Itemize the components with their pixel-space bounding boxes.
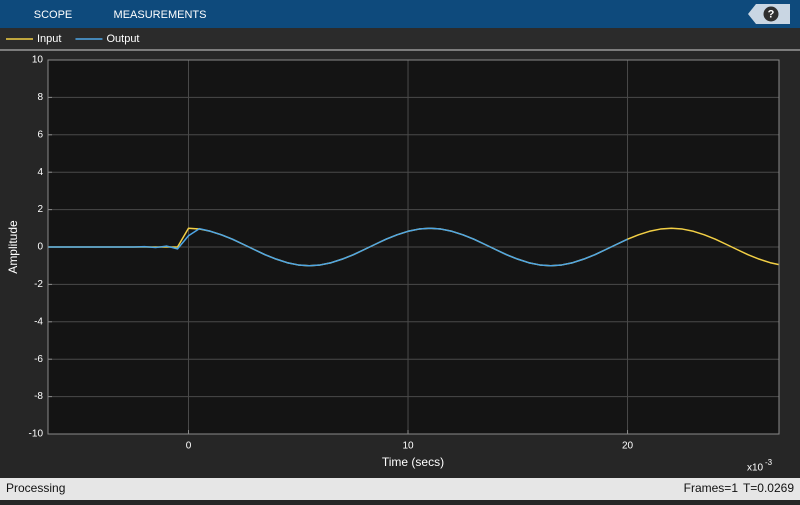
status-frames: Frames=1: [684, 481, 739, 495]
plot-frame: [47, 59, 780, 435]
y-tick-label: 0: [37, 242, 43, 253]
status-bar: [0, 478, 800, 500]
y-tick-label: 8: [37, 92, 43, 103]
x-tick-label: 20: [622, 441, 634, 452]
x-tick-label: 0: [186, 441, 192, 452]
legend-bar: [0, 28, 800, 50]
y-tick-label: -6: [34, 354, 43, 365]
legend-label: Output: [106, 33, 139, 45]
y-tick-label: 10: [32, 55, 44, 66]
status-time: T=0.0269: [743, 481, 794, 495]
toolbar: [0, 0, 800, 28]
tab[interactable]: MEASUREMENTS: [114, 9, 207, 21]
x-tick-label: 10: [402, 441, 414, 452]
y-tick-label: 6: [37, 129, 43, 140]
y-tick-label: -2: [34, 279, 43, 290]
y-tick-label: 2: [37, 204, 43, 215]
help-button[interactable]: [763, 6, 779, 22]
tab[interactable]: SCOPE: [34, 9, 73, 21]
x-exponent-base: x10: [747, 463, 764, 474]
help-icon: ?: [768, 8, 775, 20]
y-tick-label: -4: [34, 316, 43, 327]
y-tick-label: -10: [29, 429, 44, 440]
x-axis-label: Time (secs): [382, 455, 444, 469]
y-tick-label: 4: [37, 167, 43, 178]
status-state: Processing: [6, 481, 65, 495]
y-axis-label: Amplitude: [6, 220, 20, 274]
legend-label: Input: [37, 33, 61, 45]
series-line: [48, 227, 628, 267]
x-exponent-power: -3: [765, 458, 773, 467]
y-tick-label: -8: [34, 391, 43, 402]
